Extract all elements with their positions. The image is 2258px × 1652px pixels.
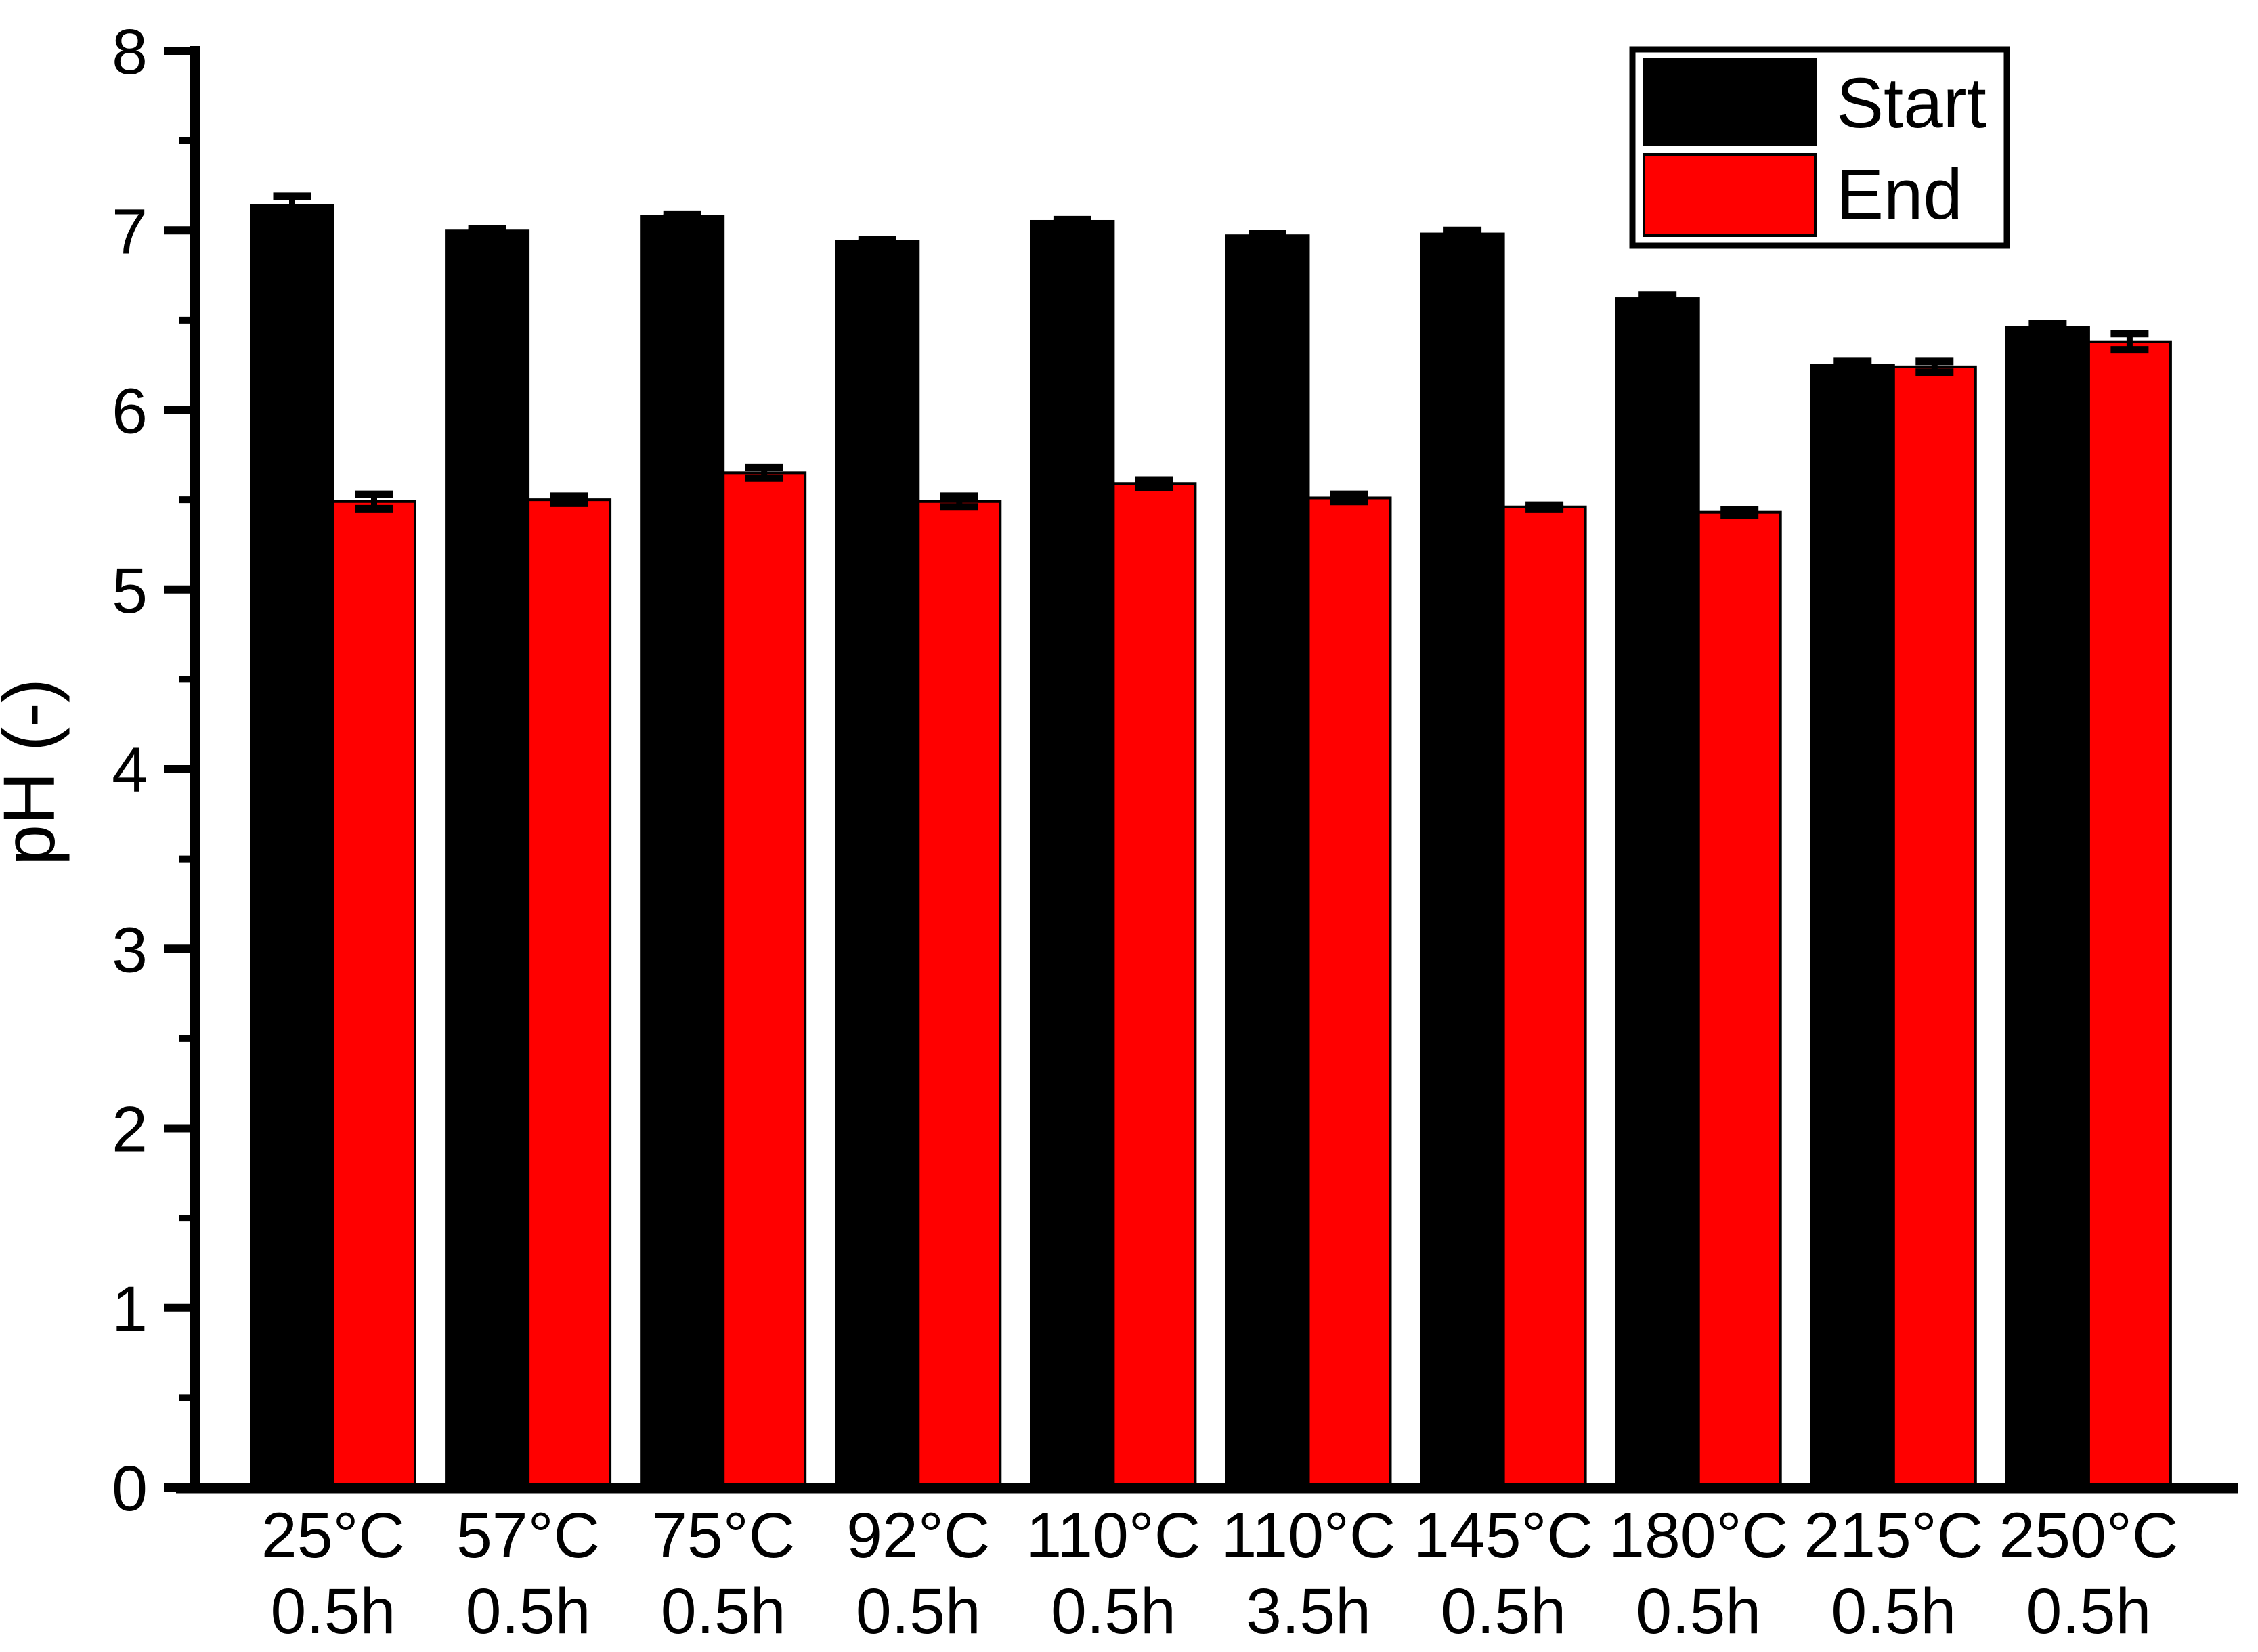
bar-start-7: [1615, 297, 1700, 1490]
bar-end-9: [2087, 340, 2172, 1490]
error-bar-end-2: [745, 463, 783, 482]
bar-start-5: [1225, 234, 1310, 1490]
bar-end-7: [1697, 510, 1782, 1490]
error-bar-end-7: [1720, 506, 1759, 519]
x-label-temp-9: 250°C: [1999, 1500, 2178, 1571]
bar-end-5: [1307, 496, 1392, 1490]
error-bar-end-3: [940, 492, 978, 511]
bar-start-6: [1420, 232, 1505, 1490]
bar-start-4: [1030, 219, 1115, 1490]
x-label-time-3: 0.5h: [856, 1575, 981, 1647]
x-label-time-6: 0.5h: [1441, 1575, 1566, 1647]
x-label-time-5: 3.5h: [1246, 1575, 1371, 1647]
bar-end-2: [722, 471, 807, 1490]
x-label-temp-5: 110°C: [1221, 1500, 1395, 1571]
x-label-time-9: 0.5h: [2026, 1575, 2151, 1647]
bar-start-9: [2005, 326, 2090, 1490]
bar-end-8: [1892, 365, 1977, 1490]
y-axis-title: pH (-): [0, 678, 70, 865]
error-bar-end-9: [2110, 330, 2149, 354]
error-bar-start-0: [273, 192, 311, 218]
x-label-time-2: 0.5h: [661, 1575, 786, 1647]
bar-start-1: [445, 229, 530, 1490]
x-label-time-7: 0.5h: [1636, 1575, 1761, 1647]
error-bars-layer: [273, 192, 2149, 519]
bar-start-2: [640, 215, 725, 1490]
error-bar-end-0: [355, 490, 393, 513]
legend-label-end: End: [1836, 155, 1963, 234]
y-tick-label: 4: [112, 735, 148, 806]
x-label-time-8: 0.5h: [1831, 1575, 1956, 1647]
error-bar-start-7: [1638, 291, 1677, 306]
x-label-temp-2: 75°C: [651, 1500, 795, 1571]
legend-swatch-end: [1643, 153, 1817, 237]
y-tick-label: 3: [112, 914, 148, 986]
y-tick-label: 6: [112, 376, 148, 448]
bars-layer: [250, 204, 2172, 1490]
legend: Start End: [1629, 46, 2010, 249]
error-bar-end-5: [1330, 490, 1368, 506]
y-tick-label: 0: [112, 1453, 148, 1525]
axis-labels-layer: 01234567825°C0.5h57°C0.5h75°C0.5h92°C0.5…: [112, 16, 2178, 1647]
bar-end-6: [1502, 505, 1587, 1490]
x-label-time-4: 0.5h: [1051, 1575, 1176, 1647]
y-tick-label: 2: [112, 1094, 148, 1166]
error-bar-end-4: [1135, 476, 1173, 492]
error-bar-start-1: [468, 225, 506, 236]
x-label-temp-7: 180°C: [1609, 1500, 1788, 1571]
bar-start-3: [835, 240, 920, 1490]
bar-end-3: [917, 500, 1002, 1490]
legend-swatch-start: [1643, 58, 1817, 146]
x-label-time-0: 0.5h: [271, 1575, 396, 1647]
error-bar-start-8: [1833, 357, 1872, 372]
x-label-time-1: 0.5h: [466, 1575, 591, 1647]
bar-start-0: [250, 204, 334, 1490]
error-bar-start-6: [1443, 226, 1482, 242]
bar-end-1: [527, 498, 612, 1490]
x-label-temp-3: 92°C: [846, 1500, 990, 1571]
error-bar-end-6: [1525, 501, 1564, 513]
y-tick-label: 1: [112, 1274, 148, 1345]
error-bar-end-1: [550, 492, 588, 507]
y-tick-label: 8: [112, 16, 148, 88]
x-label-temp-6: 145°C: [1414, 1500, 1593, 1571]
x-label-temp-1: 57°C: [456, 1500, 600, 1571]
error-bar-start-2: [663, 210, 701, 222]
y-tick-label: 7: [112, 196, 148, 267]
x-label-temp-4: 110°C: [1026, 1500, 1200, 1571]
error-bar-start-9: [2028, 320, 2067, 335]
x-label-temp-8: 215°C: [1804, 1500, 1983, 1571]
error-bar-start-5: [1249, 230, 1286, 242]
y-tick-label: 5: [112, 555, 148, 627]
legend-label-start: Start: [1836, 64, 1986, 143]
axis-layer: [164, 46, 2238, 1494]
bar-end-0: [332, 500, 416, 1490]
error-bar-start-4: [1053, 215, 1091, 227]
x-label-temp-0: 25°C: [261, 1500, 405, 1571]
bar-end-4: [1112, 482, 1197, 1490]
bar-start-8: [1810, 364, 1895, 1490]
error-bar-start-3: [858, 236, 896, 247]
error-bar-end-8: [1915, 357, 1954, 376]
